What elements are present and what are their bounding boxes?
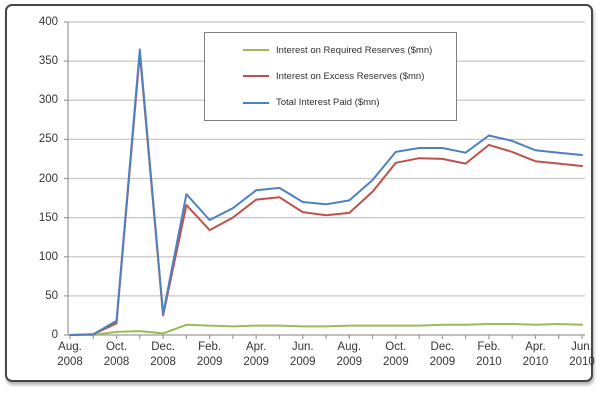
y-axis-tick-label: 350 <box>38 55 58 68</box>
x-axis-tick-label: Feb. 2009 <box>180 340 240 369</box>
x-tick-year: 2008 <box>103 355 130 368</box>
series-line-0 <box>69 323 583 336</box>
y-axis-tick-label: 0 <box>51 329 58 341</box>
x-axis-tick-label: Oct. 2008 <box>87 340 147 369</box>
x-tick-year: 2009 <box>336 355 363 368</box>
y-axis-tick-label: 150 <box>38 211 58 224</box>
x-tick-month: Jun. <box>571 341 593 353</box>
legend-item: Total Interest Paid ($mn) <box>243 97 456 108</box>
x-tick-month: Oct. <box>105 341 128 353</box>
x-tick-month: Dec. <box>430 341 455 353</box>
legend: Interest on Required Reserves ($mn) Inter… <box>204 32 457 121</box>
x-tick-year: 2009 <box>383 355 409 368</box>
y-axis-tick-label: 50 <box>45 289 58 302</box>
chart-frame: 400 350 300 250 200 150 100 50 0 Aug. 2008 Oct. 200… <box>5 4 595 382</box>
y-axis-tick-label: 400 <box>38 16 58 28</box>
x-axis-tick-label: Aug. 2009 <box>319 340 379 369</box>
x-tick-year: 2008 <box>150 355 176 368</box>
x-tick-month: Feb. <box>198 341 222 353</box>
legend-line-sample <box>243 75 269 78</box>
legend-line-sample <box>243 101 269 104</box>
y-axis-tick-label: 250 <box>38 133 58 146</box>
x-tick-month: Apr. <box>525 341 546 353</box>
x-tick-year: 2009 <box>243 355 269 368</box>
x-axis-tick-label: Jun. 2010 <box>552 340 600 369</box>
x-tick-year: 2010 <box>522 355 549 368</box>
x-tick-month: Feb. <box>477 341 501 353</box>
x-tick-year: 2010 <box>476 355 502 368</box>
y-axis-tick-label: 200 <box>38 172 58 185</box>
x-axis-tick-label: Dec. 2009 <box>412 340 472 369</box>
x-tick-month: Aug. <box>337 341 362 353</box>
x-tick-year: 2009 <box>429 355 456 368</box>
x-axis-tick-label: Aug. 2008 <box>40 340 100 369</box>
x-axis-tick-label: Apr. 2010 <box>505 340 565 369</box>
x-tick-month: Oct. <box>385 341 407 353</box>
x-tick-year: 2009 <box>196 355 223 368</box>
legend-label: Interest on Excess Reserves ($mn) <box>276 70 425 82</box>
legend-label: Interest on Required Reserves ($mn) <box>276 44 433 56</box>
x-tick-month: Jun. <box>291 341 314 353</box>
x-axis-tick-label: Oct. 2009 <box>366 340 426 369</box>
x-tick-year: 2009 <box>289 355 316 368</box>
x-axis-tick-label: Feb. 2010 <box>459 340 519 369</box>
legend-item: Interest on Required Reserves ($mn) <box>243 45 456 56</box>
x-tick-year: 2010 <box>569 355 595 368</box>
legend-item: Interest on Excess Reserves ($mn) <box>243 71 456 82</box>
legend-label: Total Interest Paid ($mn) <box>276 97 380 109</box>
x-tick-year: 2008 <box>57 355 83 368</box>
x-axis-tick-label: Jun. 2009 <box>273 340 333 369</box>
x-tick-month: Aug. <box>58 341 82 353</box>
x-axis-tick-label: Apr. 2009 <box>226 340 286 369</box>
y-axis-tick-label: 100 <box>38 250 58 263</box>
series-line-2 <box>69 48 583 336</box>
x-tick-month: Apr. <box>245 341 267 353</box>
x-tick-month: Dec. <box>151 341 175 353</box>
x-axis-tick-label: Dec. 2008 <box>133 340 193 369</box>
y-axis-tick-label: 300 <box>38 94 58 107</box>
legend-line-sample <box>243 49 269 52</box>
